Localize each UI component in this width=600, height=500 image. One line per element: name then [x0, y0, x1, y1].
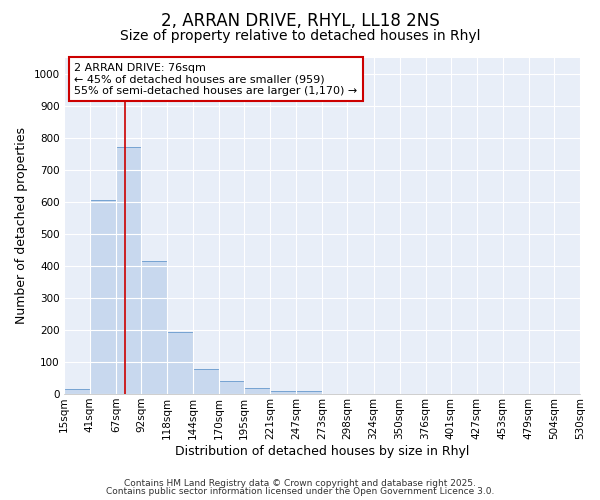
Text: Contains HM Land Registry data © Crown copyright and database right 2025.: Contains HM Land Registry data © Crown c… [124, 478, 476, 488]
Y-axis label: Number of detached properties: Number of detached properties [15, 128, 28, 324]
Bar [193, 369, 219, 394]
X-axis label: Distribution of detached houses by size in Rhyl: Distribution of detached houses by size … [175, 444, 469, 458]
Bar [296, 391, 322, 394]
Bar [64, 389, 90, 394]
Bar [141, 261, 167, 394]
Bar [90, 200, 116, 394]
Bar [271, 391, 296, 394]
Text: Size of property relative to detached houses in Rhyl: Size of property relative to detached ho… [120, 29, 480, 43]
Text: 2 ARRAN DRIVE: 76sqm
← 45% of detached houses are smaller (959)
55% of semi-deta: 2 ARRAN DRIVE: 76sqm ← 45% of detached h… [74, 62, 358, 96]
Text: 2, ARRAN DRIVE, RHYL, LL18 2NS: 2, ARRAN DRIVE, RHYL, LL18 2NS [161, 12, 439, 30]
Bar [116, 147, 141, 394]
Bar [219, 380, 244, 394]
Text: Contains public sector information licensed under the Open Government Licence 3.: Contains public sector information licen… [106, 487, 494, 496]
Bar [244, 388, 271, 394]
Bar [167, 332, 193, 394]
